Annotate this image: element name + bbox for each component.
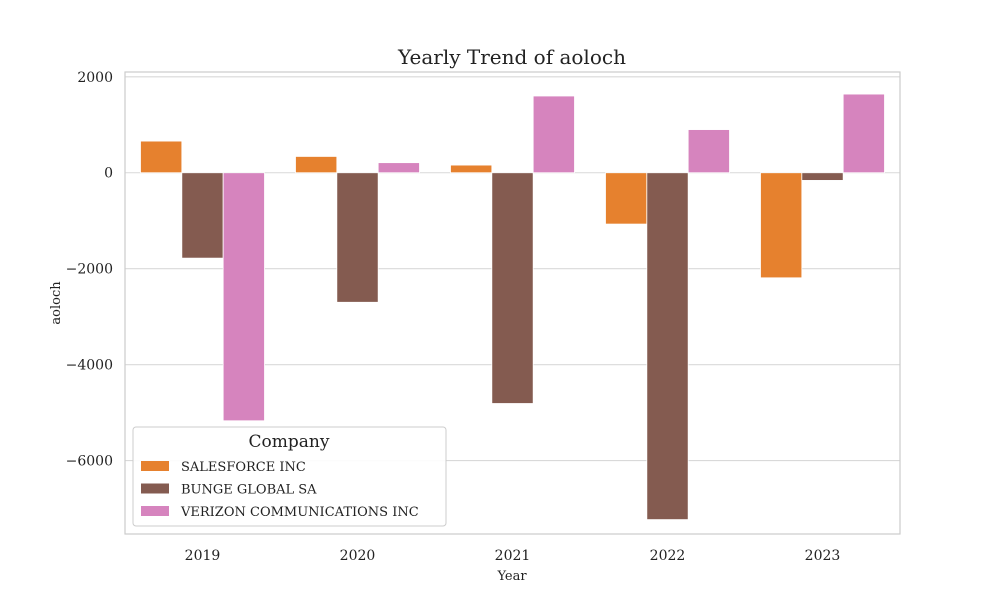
bar (222, 172, 265, 422)
x-tick-labels: 2019 2020 2021 2022 2023 (185, 548, 841, 564)
legend-entry: SALESFORCE INC (181, 460, 306, 475)
x-axis-label: Year (496, 569, 527, 584)
bars (140, 93, 885, 521)
bar (295, 156, 338, 174)
chart-title: Yearly Trend of aoloch (397, 45, 626, 69)
legend-items: SALESFORCE INC BUNGE GLOBAL SA VERIZON COM… (141, 460, 419, 520)
x-tick-label: 2022 (650, 548, 686, 564)
bar (687, 129, 730, 174)
legend-swatch (141, 483, 169, 494)
x-tick-label: 2023 (805, 548, 841, 564)
bar (605, 172, 648, 225)
y-tick-label: 0 (104, 166, 113, 182)
y-axis-label: aoloch (49, 281, 64, 325)
plot-frame (124, 71, 901, 535)
y-tick-labels: 2000 0 −2000 −4000 −6000 (66, 70, 113, 470)
legend-swatch (141, 461, 169, 471)
legend-entry: VERIZON COMMUNICATIONS INC (180, 505, 419, 520)
legend-title: Company (249, 432, 330, 452)
x-tick-label: 2019 (185, 548, 221, 564)
bar (760, 172, 803, 279)
y-tick-label: −6000 (66, 454, 113, 470)
bar (181, 172, 224, 259)
bar (336, 172, 379, 303)
y-tick-label: −2000 (66, 262, 113, 278)
bar (842, 93, 885, 174)
legend: Company SALESFORCE INC BUNGE GLOBAL SA VER… (132, 426, 447, 527)
bar (377, 162, 420, 174)
legend-entry: BUNGE GLOBAL SA (181, 483, 317, 498)
bar (450, 164, 493, 174)
legend-swatch (141, 506, 169, 516)
x-tick-label: 2021 (495, 548, 531, 564)
y-tick-label: −4000 (66, 358, 113, 374)
legend-box (132, 426, 447, 527)
bar (491, 172, 534, 404)
x-tick-label: 2020 (340, 548, 376, 564)
bar (532, 95, 575, 174)
bar (140, 140, 183, 174)
bar (646, 172, 689, 521)
y-tick-label: 2000 (77, 70, 113, 86)
bar (801, 172, 844, 181)
